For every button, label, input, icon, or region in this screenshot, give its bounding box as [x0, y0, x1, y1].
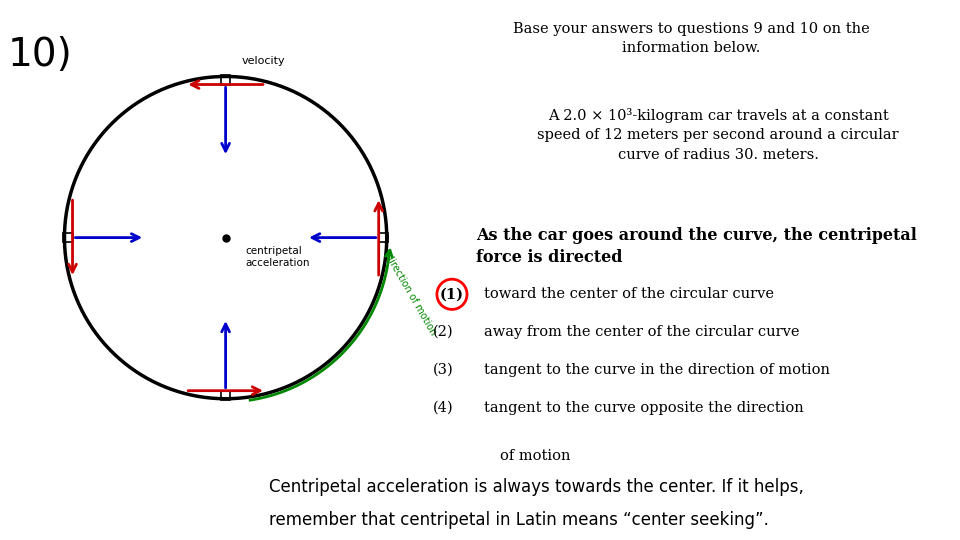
Text: Centripetal acceleration is always towards the center. If it helps,: Centripetal acceleration is always towar… — [269, 478, 804, 496]
Text: toward the center of the circular curve: toward the center of the circular curve — [484, 287, 774, 301]
Text: remember that centripetal in Latin means “center seeking”.: remember that centripetal in Latin means… — [269, 511, 769, 529]
Text: 10): 10) — [8, 36, 73, 74]
Text: (3): (3) — [433, 363, 454, 377]
Text: (1): (1) — [440, 287, 464, 301]
Text: direction of motion: direction of motion — [383, 252, 439, 336]
Text: (4): (4) — [433, 401, 454, 415]
Text: tangent to the curve in the direction of motion: tangent to the curve in the direction of… — [484, 363, 830, 377]
Text: centripetal
acceleration: centripetal acceleration — [245, 246, 309, 268]
Text: tangent to the curve opposite the direction: tangent to the curve opposite the direct… — [484, 401, 804, 415]
Text: (2): (2) — [433, 325, 454, 339]
Text: Base your answers to questions 9 and 10 on the
information below.: Base your answers to questions 9 and 10 … — [513, 22, 870, 55]
Text: As the car goes around the curve, the centripetal
force is directed: As the car goes around the curve, the ce… — [476, 227, 917, 266]
Text: of motion: of motion — [500, 449, 571, 463]
Text: velocity: velocity — [242, 56, 285, 65]
Text: away from the center of the circular curve: away from the center of the circular cur… — [484, 325, 800, 339]
Text: A 2.0 × 10³-kilogram car travels at a constant
speed of 12 meters per second aro: A 2.0 × 10³-kilogram car travels at a co… — [538, 108, 899, 162]
